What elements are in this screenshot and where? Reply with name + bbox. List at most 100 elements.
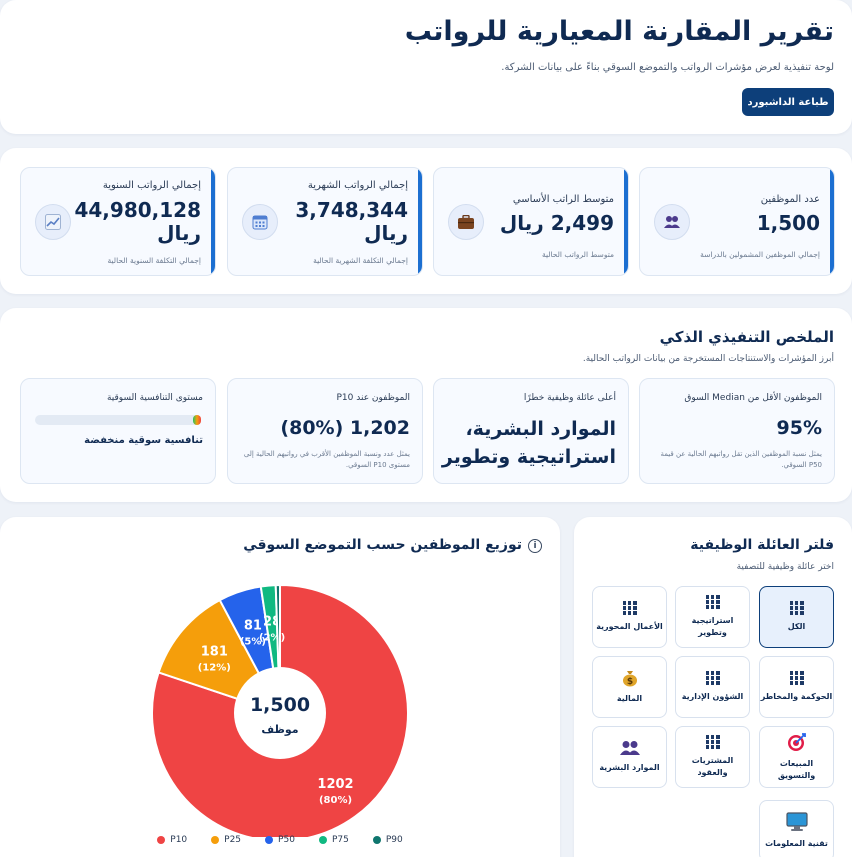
kpi-label: متوسط الراتب الأساسي	[512, 194, 614, 205]
pie-slice-percent-label: (80%)	[319, 795, 352, 806]
kpi-value: 1,500	[756, 211, 820, 235]
summary-card-value: الموارد البشرية، استراتيجية وتطوير	[442, 415, 616, 471]
kpi-note: إجمالي التكلفة الشهرية الحالية	[313, 256, 408, 265]
legend-swatch	[372, 836, 381, 844]
summary-card-p10: الموظفون عند P10 1,202 (80%) يمثل عدد ون…	[227, 378, 423, 484]
pie-slice-percent-label: (12%)	[198, 662, 231, 673]
summary-card-label: مستوى التنافسية السوقية	[106, 393, 203, 403]
summary-card-below-median: الموظفون الأقل من Median السوق 95% يمثل …	[639, 378, 835, 484]
filter-tile-label: الشؤون الإدارية	[681, 692, 744, 701]
distribution-chart-card: i توزيع الموظفين حسب التموضع السوقي 1202…	[0, 517, 560, 857]
filter-tile-label: المالية	[616, 694, 643, 703]
filter-tile-1[interactable]: استراتيجية وتطوير	[675, 586, 750, 648]
filter-tile-3[interactable]: الحوكمة والمخاطر	[759, 656, 834, 718]
people-icon	[654, 204, 690, 240]
kpi-note: إجمالي التكلفة السنوية الحالية	[107, 256, 201, 265]
summary-card-value: 95%	[776, 417, 822, 439]
filter-tile-8[interactable]: الموارد البشرية	[592, 726, 667, 788]
filter-tile-label: الأعمال المحورية	[596, 622, 663, 631]
kpi-note: متوسط الرواتب الحالية	[541, 250, 614, 259]
grid-icon	[705, 671, 720, 685]
chart-up-icon	[35, 204, 71, 240]
kpi-card-avg-salary: متوسط الراتب الأساسي 2,499 ريال متوسط ال…	[433, 167, 629, 276]
legend-label: P75	[331, 835, 349, 845]
summary-title: الملخص التنفيذي الذكي	[659, 328, 834, 346]
filter-tile-6[interactable]: المبيعات والتسويق	[759, 726, 834, 788]
legend-item-p25[interactable]: P25	[211, 835, 241, 845]
summary-card-note: يمثل نسبة الموظفين الذين تقل رواتبهم الح…	[660, 450, 822, 469]
people-icon	[619, 741, 640, 755]
pie-center-label: موظف	[261, 723, 298, 736]
filter-tile-label: الكل	[787, 622, 806, 631]
kpi-value-line2: ريال	[157, 221, 201, 245]
page-header: تقرير المقارنة المعيارية للرواتب لوحة تن…	[0, 0, 852, 134]
kpi-card-employees: عدد الموظفين 1,500 إجمالي الموظفين المشم…	[639, 167, 835, 276]
calendar-icon	[242, 204, 278, 240]
kpi-value-line2: ريال	[364, 221, 408, 245]
filter-tile-7[interactable]: المشتريات والعقود	[675, 726, 750, 788]
kpi-accent-bar	[624, 168, 628, 275]
chart-title: توزيع الموظفين حسب التموضع السوقي	[243, 537, 522, 553]
summary-card-risk-family: أعلى عائلة وظيفية خطرًا الموارد البشرية،…	[433, 378, 629, 484]
filter-tile-2[interactable]: الأعمال المحورية	[592, 586, 667, 648]
kpi-label: عدد الموظفين	[760, 194, 820, 205]
summary-card-competitiveness: مستوى التنافسية السوقية تنافسية سوقية من…	[20, 378, 216, 484]
grid-icon	[705, 735, 720, 749]
kpi-label: إجمالي الرواتب السنوية	[102, 180, 201, 191]
target-icon	[787, 733, 806, 751]
filter-tile-0[interactable]: الكل	[759, 586, 834, 648]
filter-tile-label: المبيعات والتسويق	[777, 759, 816, 780]
filter-tile-9[interactable]: تقنية المعلومات	[759, 800, 834, 857]
filter-title: فلتر العائلة الوظيفية	[690, 537, 834, 553]
kpi-accent-bar	[418, 168, 422, 275]
kpi-value: 2,499 ريال	[499, 211, 614, 235]
money-bag-icon: $	[622, 671, 637, 687]
filter-tile-label: تقنية المعلومات	[765, 839, 828, 848]
summary-card-label: أعلى عائلة وظيفية خطرًا	[523, 393, 616, 403]
legend-item-p10[interactable]: P10	[157, 835, 187, 845]
filter-subtitle: اختر عائلة وظيفية للتصفية	[736, 562, 834, 572]
legend-item-p75[interactable]: P75	[318, 835, 349, 845]
grid-icon	[622, 601, 637, 615]
filter-tile-label: الحوكمة والمخاطر	[760, 692, 833, 701]
filter-tile-label: الموارد البشرية	[599, 763, 660, 772]
summary-card-label: الموظفون الأقل من Median السوق	[684, 393, 822, 403]
kpi-section: عدد الموظفين 1,500 إجمالي الموظفين المشم…	[0, 148, 852, 294]
svg-text:$: $	[626, 677, 632, 687]
grid-icon	[705, 595, 720, 609]
competitiveness-level-text: تنافسية سوقية منخفضة	[84, 435, 203, 446]
kpi-accent-bar	[830, 168, 834, 275]
pie-slice-percent-label: (5%)	[240, 636, 266, 647]
legend-label: P90	[385, 835, 403, 845]
legend-item-p90[interactable]: P90	[372, 835, 403, 845]
legend-swatch	[211, 836, 220, 844]
grid-icon	[789, 601, 804, 615]
legend-item-p50[interactable]: P50	[265, 835, 295, 845]
pie-slice-p10[interactable]	[151, 583, 409, 837]
job-family-filter: فلتر العائلة الوظيفية اختر عائلة وظيفية …	[574, 517, 852, 857]
filter-tile-label: المشتريات والعقود	[691, 756, 734, 777]
pie-center	[234, 667, 326, 759]
pie-slice-value-label: 81	[244, 618, 262, 633]
kpi-value: 3,748,344 ريال	[295, 199, 408, 245]
filter-tile-4[interactable]: الشؤون الإدارية	[675, 656, 750, 718]
pie-slice-percent-label: (2%)	[259, 632, 285, 643]
filter-tile-5[interactable]: $ المالية	[592, 656, 667, 718]
kpi-note: إجمالي الموظفين المشمولين بالدراسة	[700, 250, 820, 259]
chart-legend: P10 P25 P50 P75 P90	[0, 835, 560, 845]
summary-subtitle: أبرز المؤشرات والاستنتاجات المستخرجة من …	[582, 354, 834, 364]
kpi-label: إجمالي الرواتب الشهرية	[307, 180, 408, 191]
print-dashboard-button[interactable]: طباعة الداشبورد	[742, 88, 834, 116]
competitiveness-progress-bar	[35, 415, 201, 425]
summary-card-value-line2: استراتيجية وتطوير	[441, 446, 616, 468]
kpi-value-line1: 3,748,344	[295, 198, 408, 222]
legend-swatch	[157, 836, 166, 844]
info-icon[interactable]: i	[528, 539, 542, 553]
summary-card-value-line1: الموارد البشرية،	[465, 418, 616, 440]
summary-card-value: 1,202 (80%)	[280, 417, 410, 439]
legend-label: P50	[278, 835, 295, 845]
summary-card-note: يمثل عدد ونسبة الموظفين الأقرب في رواتبه…	[243, 450, 410, 469]
kpi-accent-bar	[211, 168, 215, 275]
executive-summary: الملخص التنفيذي الذكي أبرز المؤشرات والا…	[0, 308, 852, 502]
